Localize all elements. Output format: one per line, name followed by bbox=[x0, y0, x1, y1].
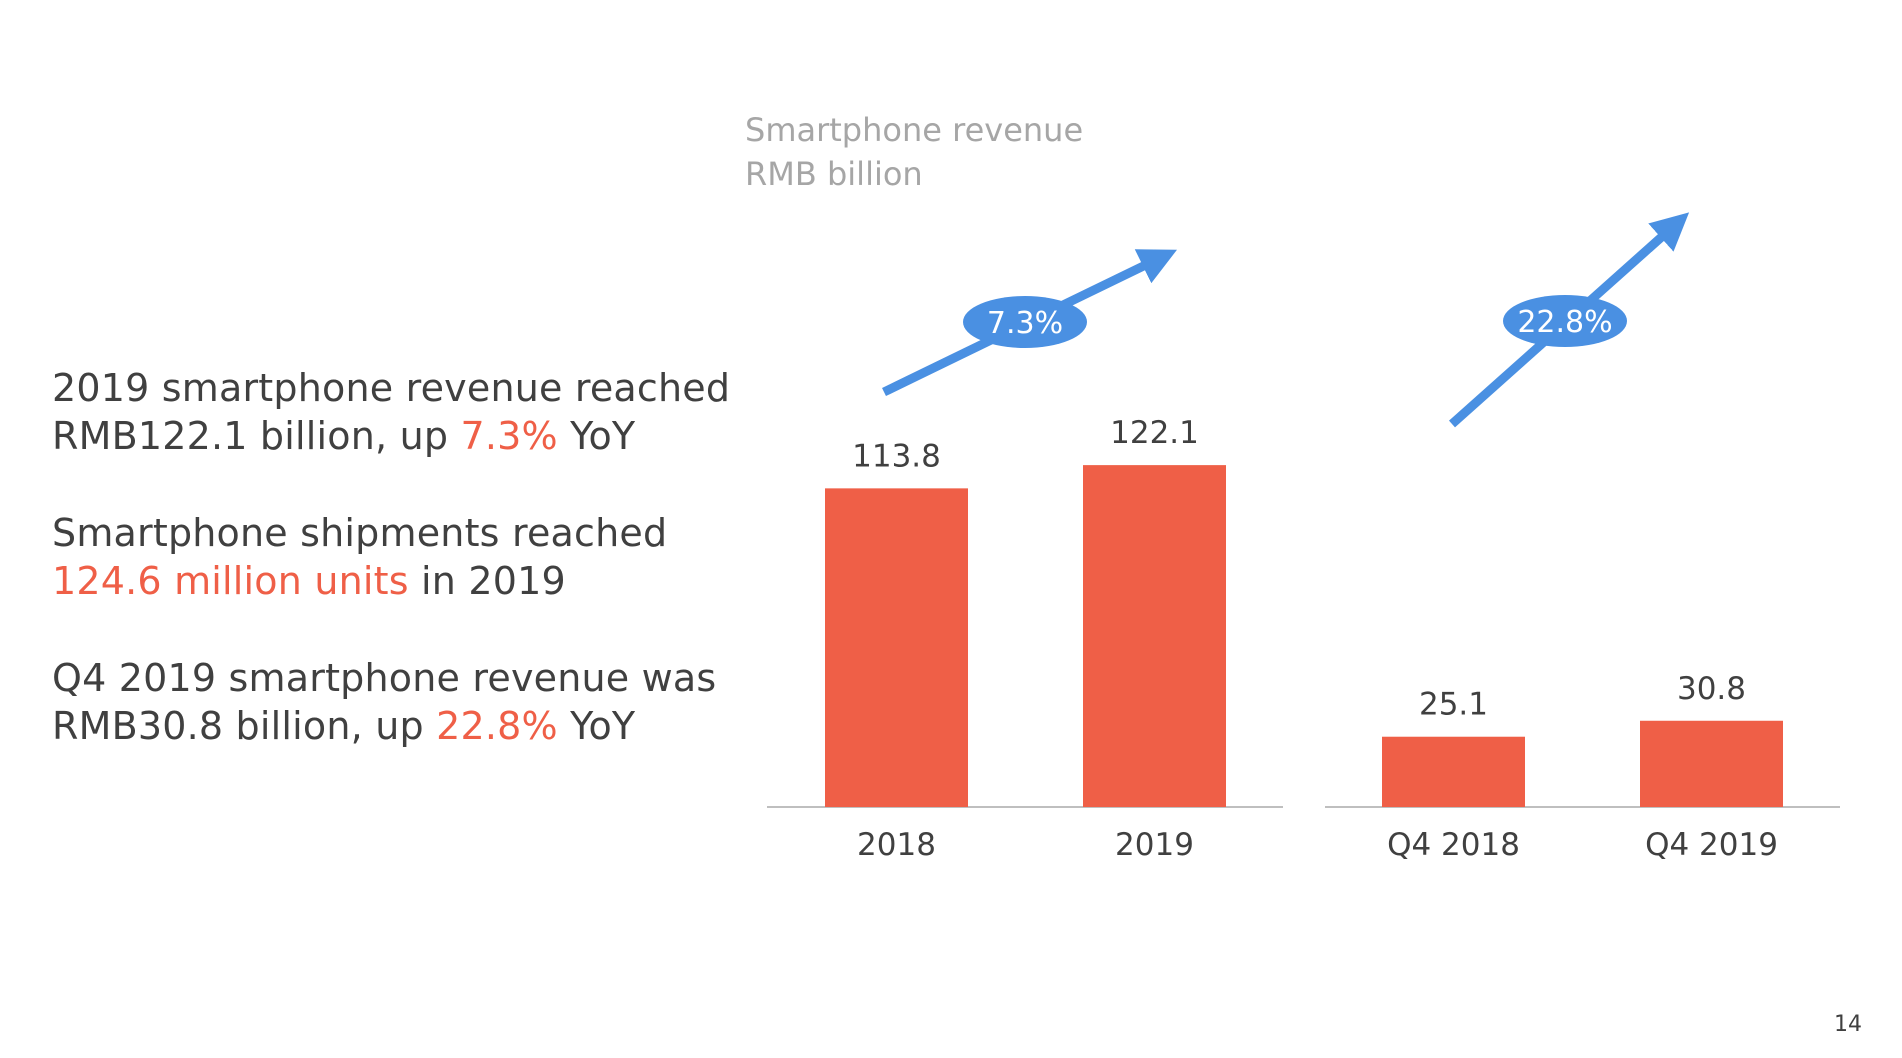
bullet-text: in 2019 bbox=[408, 559, 566, 603]
bar-value-label: 25.1 bbox=[1419, 687, 1488, 723]
category-label: 2018 bbox=[857, 827, 936, 863]
bullet-line: RMB122.1 billion, up 7.3% YoY bbox=[52, 412, 730, 460]
bullet-line: 124.6 million units in 2019 bbox=[52, 557, 730, 605]
bar-value-label: 30.8 bbox=[1677, 671, 1746, 707]
bar-chart: 113.8 2018 122.1 2019 7.3% bbox=[767, 249, 1283, 863]
caption-line-2: RMB billion bbox=[745, 155, 923, 193]
growth-badge-label: 7.3% bbox=[987, 306, 1063, 341]
bullet-line: RMB30.8 billion, up 22.8% YoY bbox=[52, 702, 730, 750]
highlight-value: 7.3% bbox=[460, 414, 558, 458]
bar-value-label: 122.1 bbox=[1110, 415, 1199, 451]
highlight-value: 124.6 million units bbox=[52, 559, 409, 603]
bullet-list: 2019 smartphone revenue reached RMB122.1… bbox=[52, 364, 730, 799]
bullet-line: 2019 smartphone revenue reached bbox=[52, 366, 731, 410]
bar bbox=[1640, 720, 1783, 807]
growth-badge-label: 22.8% bbox=[1517, 305, 1612, 340]
bullet-revenue-2019: 2019 smartphone revenue reached RMB122.1… bbox=[52, 364, 730, 460]
chart-caption: Smartphone revenue RMB billion bbox=[745, 108, 1083, 196]
bullet-text: RMB30.8 billion, up bbox=[52, 704, 437, 748]
caption-line-1: Smartphone revenue bbox=[745, 111, 1084, 149]
bullet-revenue-q4-2019: Q4 2019 smartphone revenue was RMB30.8 b… bbox=[52, 654, 730, 750]
bar-value-label: 113.8 bbox=[852, 438, 941, 474]
highlight-value: 22.8% bbox=[436, 704, 558, 748]
bar-chart: 25.1 Q4 2018 30.8 Q4 2019 22.8% bbox=[1325, 212, 1840, 863]
bullet-shipments-2019: Smartphone shipments reached 124.6 milli… bbox=[52, 509, 730, 605]
bullet-line: Q4 2019 smartphone revenue was bbox=[52, 656, 717, 700]
bar bbox=[1382, 736, 1525, 807]
category-label: Q4 2018 bbox=[1387, 827, 1520, 863]
bullet-text: YoY bbox=[557, 414, 636, 458]
bullet-text: YoY bbox=[557, 704, 636, 748]
bullet-text: RMB122.1 billion, up bbox=[52, 414, 461, 458]
category-label: 2019 bbox=[1115, 827, 1194, 863]
growth-badge bbox=[963, 296, 1087, 348]
page-number: 14 bbox=[1834, 1012, 1862, 1037]
growth-badge bbox=[1503, 295, 1627, 347]
bar bbox=[1083, 465, 1226, 807]
bar bbox=[825, 488, 968, 807]
bullet-line: Smartphone shipments reached bbox=[52, 511, 668, 555]
category-label: Q4 2019 bbox=[1645, 827, 1778, 863]
